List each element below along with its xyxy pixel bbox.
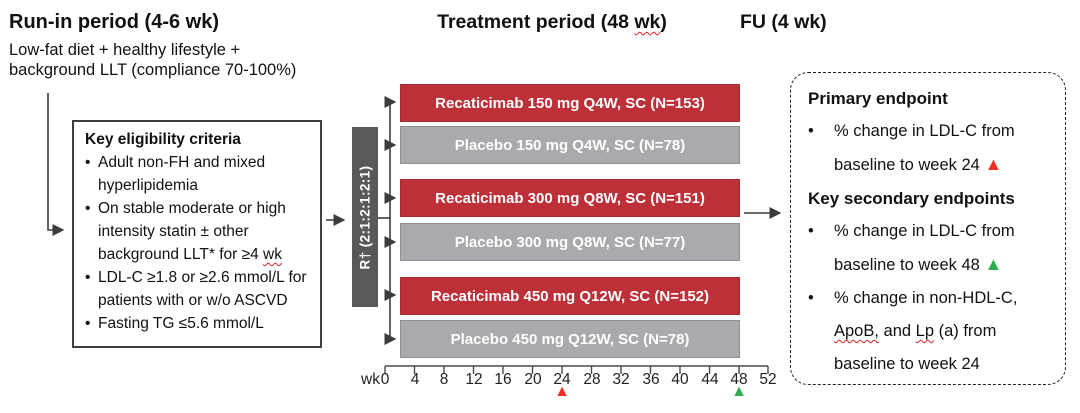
eligibility-bullet-2: • On stable moderate or high intensity s…: [85, 197, 312, 266]
runin-elbow-arrow: [47, 93, 65, 236]
eligibility-bullet-4: • Fasting TG ≤5.6 mmol/L: [85, 312, 312, 335]
randomization-label: R† (2:1:2:1:2:1): [357, 165, 373, 269]
axis-tick-label: 8: [439, 371, 449, 388]
week24-marker-icon: ▲: [984, 154, 1003, 174]
week24-marker-icon: ▲: [554, 383, 570, 400]
eligibility-bullet-1-text: Adult non-FH and mixed hyperlipidemia: [98, 154, 266, 194]
eligibility-bullet-2-text: On stable moderate or high intensity sta…: [98, 197, 312, 266]
run-in-subtitle-line1: Low-fat diet + healthy lifestyle +: [9, 41, 241, 59]
follow-up-title: FU (4 wk): [740, 11, 827, 33]
axis-unit-label: wk: [361, 371, 380, 388]
arm-recaticimab-300-q8w: Recaticimab 300 mg Q8W, SC (N=151): [400, 179, 740, 217]
bullet-icon: •: [808, 222, 814, 240]
run-in-subtitle-line2: background LLT (compliance 70-100%): [9, 61, 297, 79]
secondary-endpoint-2-seg3: (a) from baseline to week 24: [834, 322, 997, 373]
secondary-endpoint-bullet-2: • % change in non-HDL-C, ApoB, and Lp (a…: [808, 282, 1053, 381]
axis-tick-label: 40: [671, 371, 689, 388]
axis-tick-label: 4: [410, 371, 420, 388]
eligibility-bullet-3-text: LDL-C ≥1.8 or ≥2.6 mmol/L for patients w…: [98, 269, 307, 309]
axis-tick-label: 24: [553, 371, 571, 388]
secondary-endpoint-2-spellcheck-lp: Lp: [915, 322, 935, 340]
secondary-endpoint-2-seg2: and: [878, 322, 916, 340]
axis-tick-label: 16: [494, 371, 512, 388]
axis-tick-label: 28: [583, 371, 601, 388]
arm-label: Placebo 150 mg Q4W, SC (N=78): [454, 137, 686, 154]
eligibility-title: Key eligibility criteria: [85, 131, 241, 148]
secondary-endpoints-title: Key secondary endpoints: [808, 189, 1015, 208]
run-in-period-title: Run-in period (4-6 wk): [9, 11, 219, 33]
eligibility-bullet-4-text: Fasting TG ≤5.6 mmol/L: [98, 315, 264, 332]
primary-endpoint-text-main: % change in LDL-C from baseline to week …: [834, 122, 1015, 174]
axis-tick-label: 20: [524, 371, 542, 388]
treatment-title-close: ): [660, 11, 667, 33]
bullet-icon: •: [85, 200, 91, 217]
axis-tick-label: 52: [759, 371, 777, 388]
secondary-endpoint-2-spellcheck-apob: ApoB,: [834, 322, 879, 340]
secondary-endpoint-bullet-1: • % change in LDL-C from baseline to wee…: [808, 215, 1053, 282]
eligibility-bullet-1: • Adult non-FH and mixed hyperlipidemia: [85, 151, 312, 197]
eligibility-criteria-box: Key eligibility criteria • Adult non-FH …: [72, 120, 322, 348]
bullet-icon: •: [85, 315, 91, 332]
axis-tick-label: 36: [642, 371, 660, 388]
axis-tick-label: 0: [380, 371, 390, 388]
arm-placebo-150-q4w: Placebo 150 mg Q4W, SC (N=78): [400, 126, 740, 164]
week48-marker-icon: ▲: [984, 254, 1003, 274]
eligibility-bullet-2-spellcheck-word: wk: [263, 246, 282, 263]
treatment-period-title: Treatment period (48 wk): [402, 11, 702, 34]
arm-placebo-300-q8w: Placebo 300 mg Q8W, SC (N=77): [400, 223, 740, 261]
arm-label: Placebo 300 mg Q8W, SC (N=77): [454, 234, 686, 251]
arm-recaticimab-150-q4w: Recaticimab 150 mg Q4W, SC (N=153): [400, 84, 740, 122]
randomization-bar: R† (2:1:2:1:2:1): [352, 127, 378, 307]
bullet-icon: •: [85, 154, 91, 171]
secondary-endpoint-1-text: % change in LDL-C from baseline to week …: [834, 215, 1053, 282]
treatment-title-spellcheck-word: wk: [634, 11, 661, 33]
endpoints-panel: Primary endpoint • % change in LDL-C fro…: [790, 72, 1066, 385]
arm-label: Recaticimab 450 mg Q12W, SC (N=152): [430, 288, 710, 305]
arm-recaticimab-450-q12w: Recaticimab 450 mg Q12W, SC (N=152): [400, 277, 740, 315]
arm-placebo-450-q12w: Placebo 450 mg Q12W, SC (N=78): [400, 320, 740, 358]
treatment-title-text: Treatment period (48: [437, 11, 635, 33]
week48-marker-icon: ▲: [731, 383, 747, 400]
arm-label: Placebo 450 mg Q12W, SC (N=78): [450, 331, 690, 348]
arm-label: Recaticimab 150 mg Q4W, SC (N=153): [435, 95, 705, 112]
primary-endpoint-title: Primary endpoint: [808, 89, 948, 108]
secondary-endpoint-2-seg1: % change in non-HDL-C,: [834, 289, 1018, 307]
bullet-icon: •: [808, 289, 814, 307]
bullet-icon: •: [85, 269, 91, 286]
eligibility-bullet-2-main: On stable moderate or high intensity sta…: [98, 200, 286, 263]
secondary-endpoint-2-text: % change in non-HDL-C, ApoB, and Lp (a) …: [834, 282, 1053, 381]
axis-tick-label: 12: [465, 371, 483, 388]
axis-tick-label: 48: [730, 371, 748, 388]
axis-tick-label: 32: [612, 371, 630, 388]
secondary-endpoint-1-main: % change in LDL-C from baseline to week …: [834, 222, 1015, 274]
arm-label: Recaticimab 300 mg Q8W, SC (N=151): [435, 190, 705, 207]
eligibility-bullet-3: • LDL-C ≥1.8 or ≥2.6 mmol/L for patients…: [85, 266, 312, 312]
bullet-icon: •: [808, 122, 814, 140]
primary-endpoint-bullet: • % change in LDL-C from baseline to wee…: [808, 115, 1053, 182]
axis-tick-label: 44: [701, 371, 719, 388]
primary-endpoint-text: % change in LDL-C from baseline to week …: [834, 115, 1053, 182]
